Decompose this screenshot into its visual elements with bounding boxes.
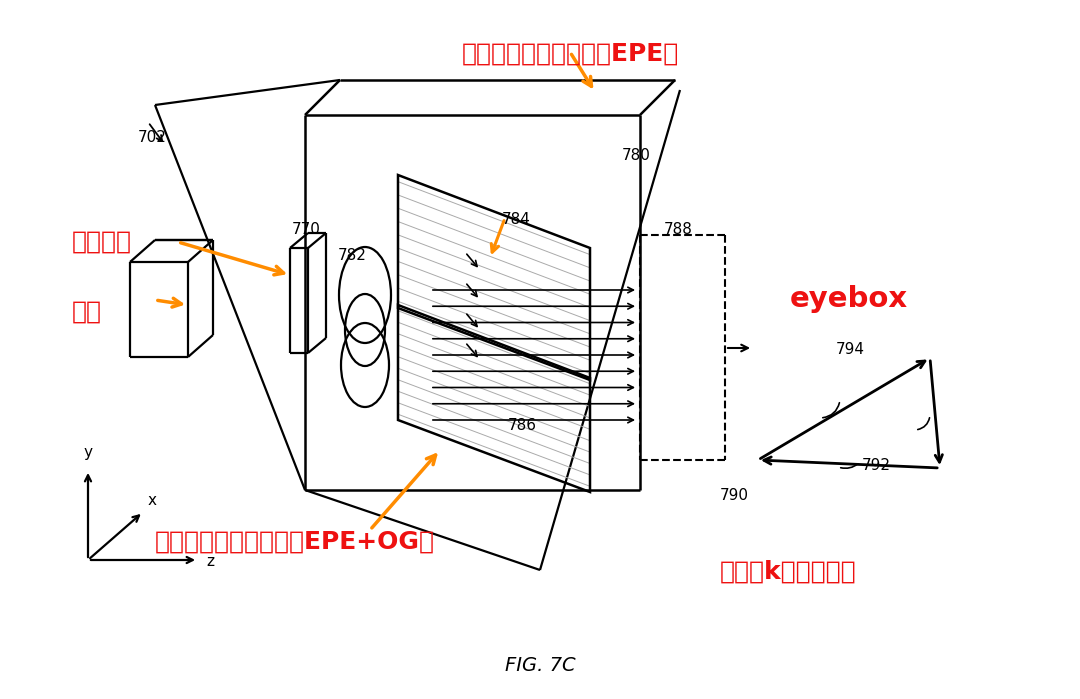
Text: eyebox: eyebox <box>789 285 908 313</box>
Text: 786: 786 <box>508 418 537 433</box>
Text: 正面的第二耦出光栅（EPE+OG）: 正面的第二耦出光栅（EPE+OG） <box>156 530 435 554</box>
Text: FIG. 7C: FIG. 7C <box>504 656 576 675</box>
Text: 784: 784 <box>502 212 531 227</box>
Text: 794: 794 <box>836 342 865 357</box>
Text: y: y <box>83 445 93 460</box>
Text: 耦入光栅: 耦入光栅 <box>72 230 132 254</box>
Text: x: x <box>148 493 157 508</box>
Text: 782: 782 <box>338 248 367 263</box>
Text: 闭合的k矢量示意图: 闭合的k矢量示意图 <box>720 560 856 584</box>
Text: 780: 780 <box>622 148 651 163</box>
Text: z: z <box>206 554 214 570</box>
Text: 770: 770 <box>292 222 321 237</box>
Text: 792: 792 <box>862 458 891 473</box>
Text: 790: 790 <box>720 488 750 503</box>
Text: 702: 702 <box>138 130 167 145</box>
Text: 788: 788 <box>664 222 693 237</box>
Text: 光机: 光机 <box>72 300 102 324</box>
Text: 背面的第一耦出光栅（EPE）: 背面的第一耦出光栅（EPE） <box>461 42 678 66</box>
